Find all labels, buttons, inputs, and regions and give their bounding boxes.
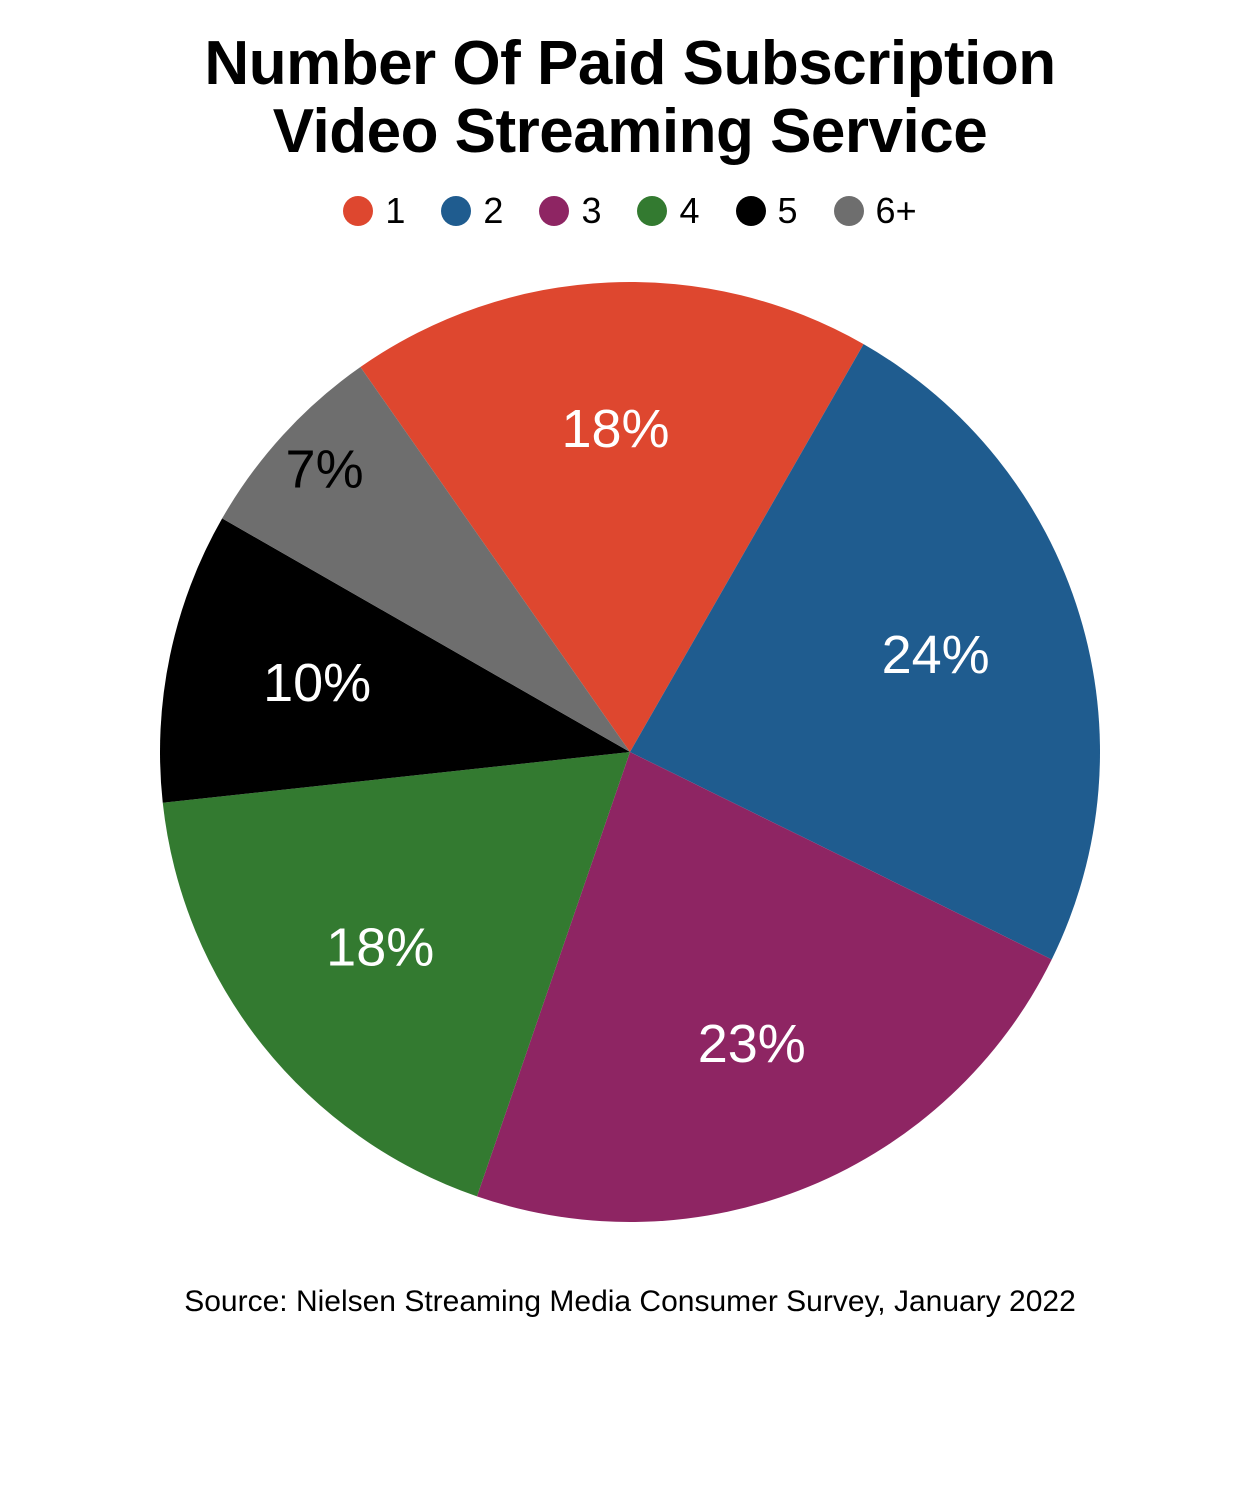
pie-label-5: 10%	[263, 653, 371, 713]
legend-swatch-icon	[637, 196, 667, 226]
legend-label: 4	[679, 190, 699, 232]
pie-label-2: 24%	[882, 625, 990, 685]
legend-label: 6+	[876, 190, 917, 232]
legend-label: 5	[778, 190, 798, 232]
source-text: Source: Nielsen Streaming Media Consumer…	[184, 1285, 1076, 1319]
chart-title-line2: Video Streaming Service	[204, 98, 1055, 166]
legend-swatch-icon	[834, 196, 864, 226]
legend-swatch-icon	[539, 196, 569, 226]
pie-label-4: 18%	[326, 918, 434, 978]
legend: 1 2 3 4 5 6+	[343, 190, 916, 232]
pie-label-3: 23%	[698, 1014, 806, 1074]
legend-item-2: 2	[441, 190, 503, 232]
chart-title-line1: Number Of Paid Subscription	[204, 30, 1055, 98]
chart-title: Number Of Paid Subscription Video Stream…	[204, 30, 1055, 166]
pie-label-1: 18%	[561, 399, 669, 459]
legend-swatch-icon	[441, 196, 471, 226]
legend-item-3: 3	[539, 190, 601, 232]
pie-chart: 18% 24% 23% 18% 10% 7%	[140, 262, 1120, 1247]
legend-item-5: 5	[736, 190, 798, 232]
pie-label-6plus: 7%	[286, 440, 364, 500]
legend-label: 2	[483, 190, 503, 232]
legend-item-6plus: 6+	[834, 190, 917, 232]
legend-item-1: 1	[343, 190, 405, 232]
legend-label: 3	[581, 190, 601, 232]
legend-label: 1	[385, 190, 405, 232]
legend-swatch-icon	[343, 196, 373, 226]
legend-item-4: 4	[637, 190, 699, 232]
legend-swatch-icon	[736, 196, 766, 226]
pie-chart-svg: 18% 24% 23% 18% 10% 7%	[140, 262, 1120, 1242]
